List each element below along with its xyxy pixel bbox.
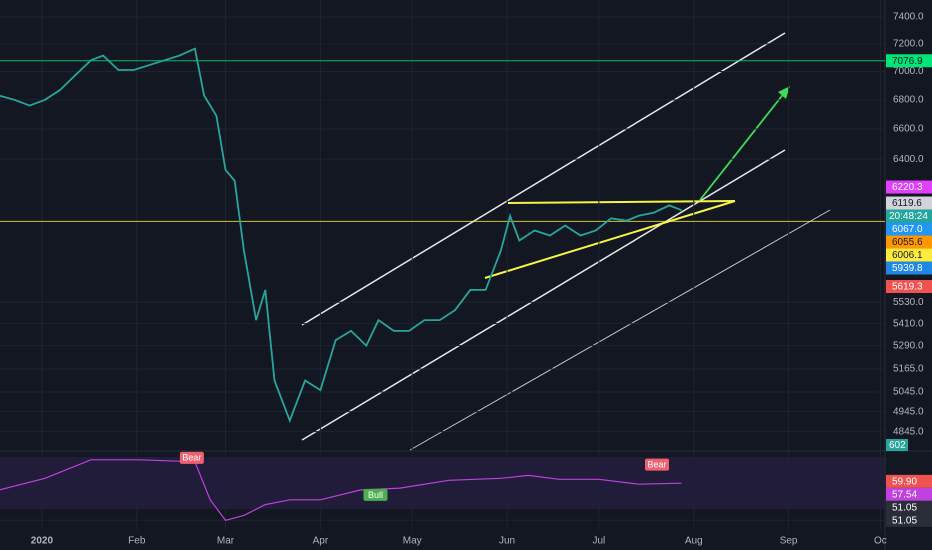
price-tag: [886, 280, 932, 294]
price-tag-label: 6055.6: [892, 237, 923, 248]
countdown-tag: [886, 209, 932, 223]
price-tag-label: 59.90: [892, 476, 917, 487]
price-tag-label: 5939.8: [892, 263, 923, 274]
rsi-annotation: Bear: [648, 460, 667, 470]
price-tag-label: 6006.1: [892, 250, 923, 261]
rsi-annotation: Bull: [368, 490, 383, 500]
price-tag-label: 6119.6: [892, 198, 922, 209]
price-tag: [886, 196, 932, 210]
price-tag-label: 51.05: [892, 515, 917, 526]
price-tag-label: 51.05: [892, 502, 917, 513]
x-tick-label: Mar: [217, 536, 235, 547]
price-tag: [886, 180, 932, 194]
x-tick-label: Apr: [313, 536, 329, 547]
x-tick-label: Feb: [128, 536, 146, 547]
rsi-annotation: Bear: [182, 453, 201, 463]
rsi-line: [0, 459, 682, 521]
y-tick-label: 5045.0: [893, 387, 924, 398]
triangle-top: [507, 200, 736, 204]
y-tick-label: 7000.0: [893, 66, 924, 77]
y-tick-label: 6400.0: [893, 154, 924, 165]
price-tag: [886, 487, 932, 501]
price-tag: [886, 513, 932, 527]
volume-tag: [886, 439, 908, 451]
price-tag: [886, 474, 932, 488]
x-tick-label: 2020: [31, 536, 54, 547]
y-tick-label: 7200.0: [893, 39, 924, 50]
x-tick-label: May: [403, 536, 422, 547]
price-tag: [886, 248, 932, 262]
y-tick-label: 7400.0: [893, 12, 924, 23]
y-tick-label: 5410.0: [893, 318, 924, 329]
rsi-annotation-box: [179, 451, 204, 464]
target-arrow: [699, 91, 786, 201]
x-tick-label: Oc: [874, 536, 887, 547]
price-tag: [886, 235, 932, 249]
price-tag: [886, 54, 932, 68]
y-tick-label: 6800.0: [893, 94, 924, 105]
countdown-label: 20:48:24: [889, 211, 928, 222]
arrow-head: [778, 86, 790, 99]
y-tick-label: 6600.0: [893, 124, 924, 135]
y-tick-label: 5290.0: [893, 340, 924, 351]
volume-tag-label: 602: [889, 440, 906, 451]
price-line: [0, 47, 682, 424]
price-tag: [886, 261, 932, 275]
price-tag-label: 6067.0: [892, 224, 923, 235]
x-tick-label: Sep: [780, 536, 798, 547]
price-tag-label: 6220.3: [892, 182, 923, 193]
y-tick-label: 4845.0: [893, 426, 924, 437]
x-tick-label: Jul: [592, 536, 605, 547]
rsi-band: [0, 457, 885, 509]
rsi-annotation-box: [645, 458, 670, 471]
x-tick-label: Jun: [499, 536, 515, 547]
channel-lower: [409, 209, 831, 451]
y-tick-label: 4945.0: [893, 406, 924, 417]
price-tag-label: 7076.9: [892, 56, 923, 67]
y-tick-label: 5530.0: [893, 297, 924, 308]
price-tag: [886, 500, 932, 514]
price-tag: [886, 222, 932, 236]
price-tag-label: 57.54: [892, 489, 917, 500]
y-tick-label: 5165.0: [893, 364, 924, 375]
price-tag-label: 5619.3: [892, 282, 923, 293]
rsi-annotation-box: [363, 488, 388, 501]
x-tick-label: Aug: [685, 536, 703, 547]
channel-top: [301, 32, 786, 326]
